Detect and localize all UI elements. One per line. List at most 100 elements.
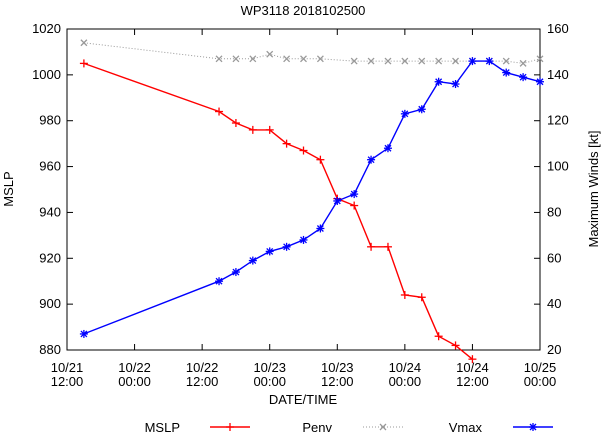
mslp-point xyxy=(350,201,359,210)
y-tick-label-left: 980 xyxy=(39,113,61,128)
vmax-point xyxy=(316,224,325,233)
vmax-point-stroke xyxy=(452,80,459,88)
penv-point-stroke xyxy=(384,57,392,65)
vmax-point-stroke xyxy=(300,236,307,244)
vmax-point xyxy=(519,73,528,82)
vmax-point xyxy=(400,109,409,118)
vmax-point-stroke xyxy=(502,69,510,77)
vmax-point-stroke xyxy=(418,105,426,113)
legend-label: Penv xyxy=(302,420,332,432)
vmax-point-stroke xyxy=(283,243,291,251)
series-layer xyxy=(79,39,544,364)
y-tick-label-left: 960 xyxy=(39,159,61,174)
x-tick-label-date: 10/22 xyxy=(186,360,219,375)
vmax-point-stroke xyxy=(536,78,544,86)
series-mslp xyxy=(79,59,477,364)
legend-marker-stroke xyxy=(379,423,387,431)
series-vmax xyxy=(79,57,544,338)
penv-point-stroke xyxy=(300,55,307,63)
legend-label: Vmax xyxy=(449,420,483,432)
penv-point xyxy=(384,57,392,65)
mslp-point xyxy=(316,155,325,164)
y-tick-label-right: 20 xyxy=(547,342,561,357)
vmax-line xyxy=(83,60,541,335)
legend-marker xyxy=(226,423,234,431)
vmax-point xyxy=(299,235,308,244)
y-tick-label-right: 120 xyxy=(547,113,569,128)
vmax-point xyxy=(417,105,426,114)
x-tick-label-date: 10/25 xyxy=(524,360,557,375)
penv-point-stroke xyxy=(452,57,459,65)
y-tick-label-left: 1020 xyxy=(32,21,61,36)
y-tick-label-right: 140 xyxy=(547,67,569,82)
x-tick-label-date: 10/24 xyxy=(389,360,422,375)
y-tick-label-right: 60 xyxy=(547,250,561,265)
penv-point xyxy=(502,57,510,65)
vmax-point-stroke xyxy=(215,277,223,285)
vmax-point-stroke xyxy=(232,268,240,276)
x-tick-label-time: 12:00 xyxy=(321,374,354,389)
mslp-point xyxy=(451,341,460,350)
y-tick-label-left: 920 xyxy=(39,250,61,265)
penv-point xyxy=(249,55,257,63)
axes-layer: 880 900 920 940 960 980 1000 1020 20 40 60 80 100 120… xyxy=(32,21,569,389)
mslp-point xyxy=(282,139,291,148)
penv-point xyxy=(350,57,358,65)
penv-point xyxy=(452,57,459,65)
vmax-point-stroke xyxy=(384,144,392,152)
penv-point xyxy=(435,57,443,65)
y-axis-label-right: Maximum Winds [kt] xyxy=(586,130,601,247)
plot-frame xyxy=(66,28,541,351)
vmax-point-stroke xyxy=(249,257,257,265)
y-tick-label-left: 880 xyxy=(39,342,61,357)
penv-point-stroke xyxy=(367,57,375,65)
mslp-point xyxy=(265,125,274,134)
penv-point-stroke xyxy=(316,55,324,63)
vmax-point xyxy=(367,155,376,164)
vmax-point-stroke xyxy=(519,73,527,81)
vmax-point xyxy=(434,77,443,86)
vmax-point xyxy=(536,77,544,86)
x-tick-label-time: 00:00 xyxy=(118,374,151,389)
y-axis-label-left: MSLP xyxy=(1,171,16,206)
penv-point-stroke xyxy=(418,57,426,65)
penv-point-stroke xyxy=(536,55,544,63)
mslp-point xyxy=(79,59,88,68)
penv-point xyxy=(316,55,324,63)
penv-point-stroke xyxy=(80,39,88,47)
mslp-line xyxy=(83,62,473,360)
legend-label: MSLP xyxy=(145,420,180,432)
legend-marker-stroke xyxy=(529,423,537,431)
penv-point xyxy=(367,57,375,65)
mslp-point xyxy=(367,242,376,251)
penv-point-stroke xyxy=(232,55,240,63)
vmax-point xyxy=(265,247,274,256)
vmax-point-stroke xyxy=(316,225,324,232)
legend-marker xyxy=(379,423,387,431)
vmax-point xyxy=(350,190,359,199)
x-tick-label-time: 12:00 xyxy=(456,374,489,389)
vmax-point xyxy=(451,80,460,89)
vmax-point-stroke xyxy=(468,57,476,65)
x-tick-label-time: 12:00 xyxy=(51,374,84,389)
vmax-point xyxy=(248,256,257,265)
vmax-point xyxy=(468,57,477,66)
x-tick-label-time: 00:00 xyxy=(524,374,557,389)
x-axis-label: DATE/TIME xyxy=(269,392,338,407)
mslp-point xyxy=(417,293,426,302)
penv-point-stroke xyxy=(249,55,257,63)
chart-title: WP3118 2018102500 xyxy=(241,3,366,18)
penv-point-stroke xyxy=(435,57,443,65)
penv-point-stroke xyxy=(401,57,409,65)
vmax-point xyxy=(383,144,392,153)
vmax-point-stroke xyxy=(367,156,375,164)
mslp-point xyxy=(468,355,477,364)
legend: MSLP Penv Vmax xyxy=(145,420,553,432)
penv-point xyxy=(283,55,291,63)
x-tick-label-date: 10/23 xyxy=(253,360,286,375)
penv-point xyxy=(80,39,88,47)
y-tick-label-left: 1000 xyxy=(32,67,61,82)
mslp-point xyxy=(400,290,409,299)
y-tick-label-right: 40 xyxy=(547,296,561,311)
